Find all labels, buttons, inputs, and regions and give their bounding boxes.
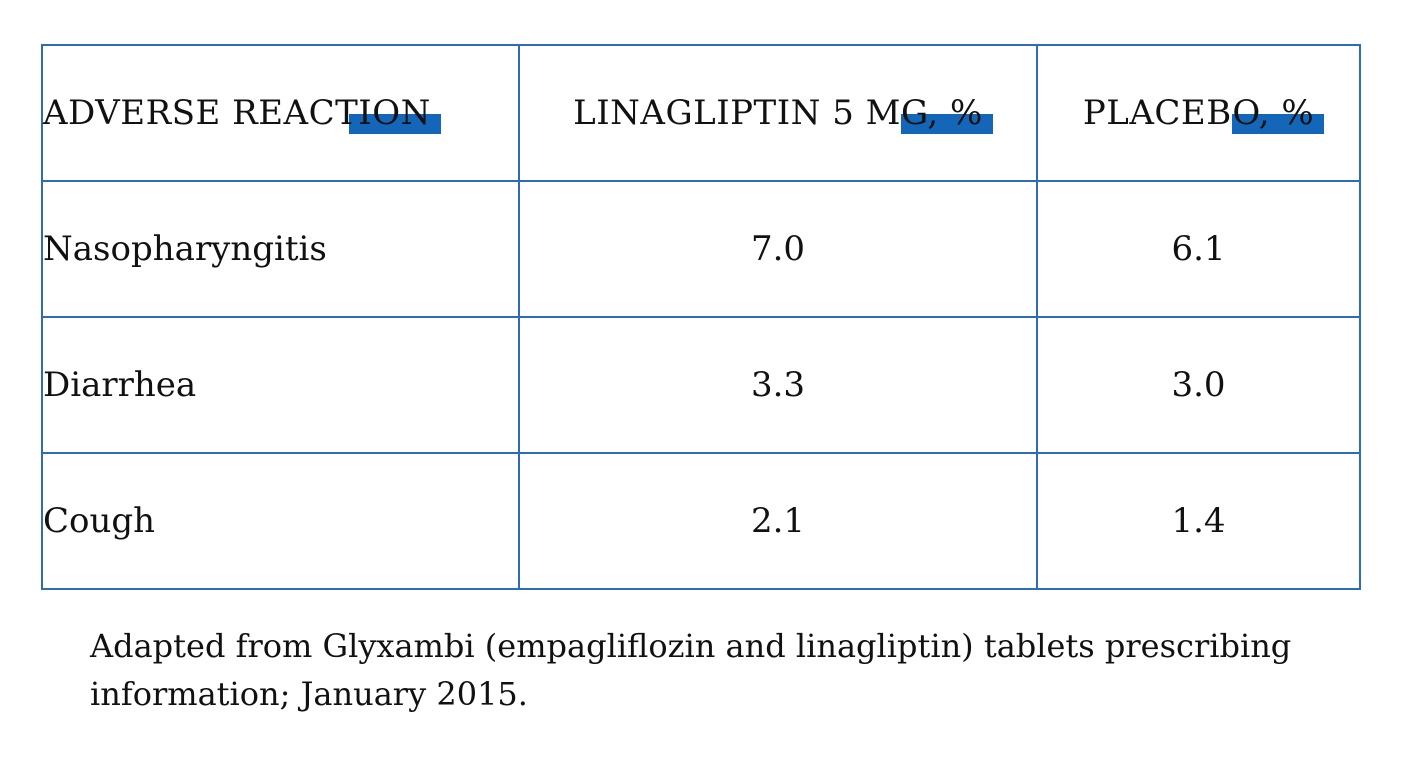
caption-line-1: Adapted from Glyxambi (empagliflozin and…: [90, 627, 1292, 665]
placebo-value-cell: 3.0: [1036, 316, 1361, 454]
highlight-mark: [348, 114, 441, 135]
adverse-reactions-table: ADVERSE REACTION LINAGLIPTIN 5 MG, % PLA…: [41, 44, 1361, 590]
highlight-mark: [1232, 114, 1325, 135]
reaction-cell: Diarrhea: [41, 316, 520, 454]
table-row: Nasopharyngitis 7.0 6.1: [41, 180, 1361, 318]
header-placebo: PLACEBO, %: [1036, 44, 1361, 182]
linagliptin-value-cell: 7.0: [518, 180, 1038, 318]
header-linagliptin: LINAGLIPTIN 5 MG, %: [518, 44, 1038, 182]
placebo-value-cell: 6.1: [1036, 180, 1361, 318]
reaction-cell: Nasopharyngitis: [41, 180, 520, 318]
linagliptin-value-cell: 2.1: [518, 452, 1038, 590]
header-label: PLACEBO, %: [1082, 93, 1315, 133]
highlight-mark: [900, 114, 993, 135]
table-row: Cough 2.1 1.4: [41, 452, 1361, 590]
header-label: ADVERSE REACTION: [43, 93, 431, 133]
table-header-row: ADVERSE REACTION LINAGLIPTIN 5 MG, % PLA…: [41, 44, 1361, 182]
header-adverse-reaction: ADVERSE REACTION: [41, 44, 520, 182]
table-row: Diarrhea 3.3 3.0: [41, 316, 1361, 454]
reaction-cell: Cough: [41, 452, 520, 590]
caption-line-2: information; January 2015.: [90, 675, 528, 713]
header-label: LINAGLIPTIN 5 MG, %: [573, 93, 983, 133]
linagliptin-value-cell: 3.3: [518, 316, 1038, 454]
source-caption: Adapted from Glyxambi (empagliflozin and…: [90, 622, 1350, 718]
placebo-value-cell: 1.4: [1036, 452, 1361, 590]
